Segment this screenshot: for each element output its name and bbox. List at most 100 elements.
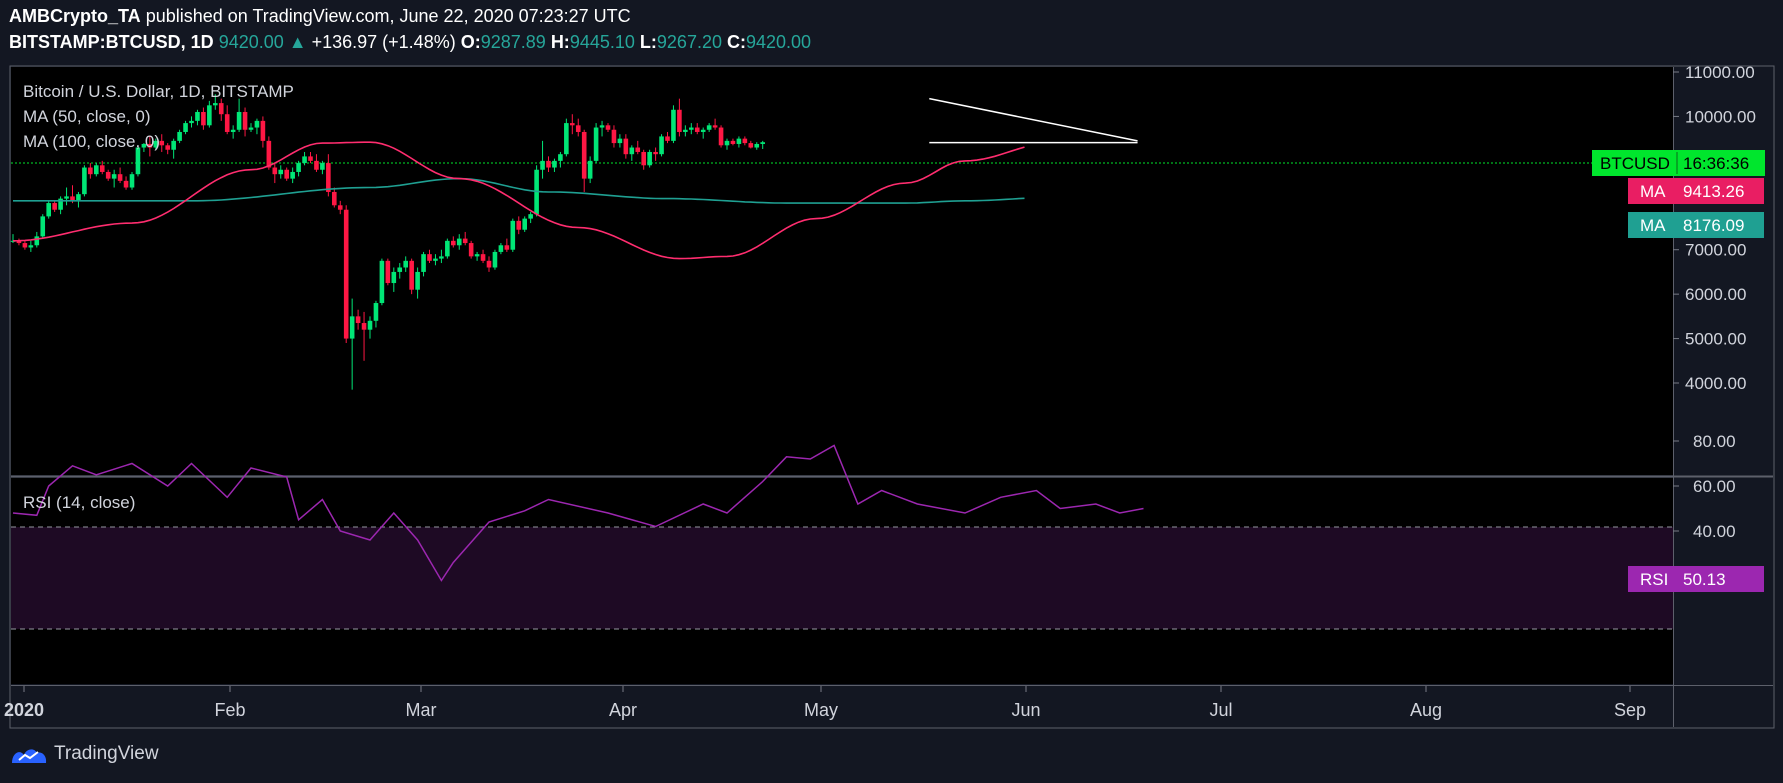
- candle: [689, 123, 694, 135]
- rsi-badge-value: 50.13: [1683, 570, 1726, 589]
- candle: [58, 196, 63, 215]
- candle: [653, 147, 658, 161]
- candle: [552, 158, 557, 172]
- candle-body: [94, 165, 99, 175]
- candle: [694, 123, 700, 135]
- candle: [403, 256, 408, 272]
- candle: [629, 145, 635, 161]
- candle: [742, 136, 748, 146]
- candle: [415, 267, 420, 299]
- candle-body: [332, 191, 337, 206]
- price-tick-label: 6000.00: [1685, 285, 1746, 304]
- candle-body: [581, 131, 587, 179]
- candle: [52, 200, 57, 212]
- candle-body: [700, 129, 706, 132]
- candle: [760, 140, 765, 149]
- candle-body: [165, 145, 170, 150]
- candle: [64, 187, 69, 206]
- candle: [492, 249, 498, 270]
- candle: [498, 243, 504, 255]
- candle-body: [611, 129, 617, 144]
- candle-body: [34, 236, 40, 246]
- candle: [647, 149, 652, 168]
- time-tick-label: Jul: [1209, 700, 1232, 720]
- ma50-line: [12, 141, 1025, 260]
- candle: [141, 143, 147, 152]
- candle-body: [52, 203, 57, 210]
- time-axis-ticks[interactable]: 2020 Feb Mar Apr May Jun Jul Aug Sep: [4, 686, 1646, 720]
- candle-body: [367, 320, 373, 330]
- price-axis-ticks[interactable]: 11000.00 10000.00 7000.00 6000.00 5000.00 400…: [1673, 63, 1756, 393]
- candle: [528, 211, 533, 224]
- candle-body: [712, 125, 718, 128]
- candle-body: [718, 127, 724, 146]
- candle: [611, 125, 617, 148]
- candle-body: [504, 245, 510, 250]
- candle-body: [724, 140, 730, 146]
- candle-body: [421, 254, 426, 272]
- candle-body: [117, 174, 123, 181]
- candle-body: [207, 105, 212, 126]
- candle: [367, 316, 373, 339]
- candle: [111, 169, 117, 188]
- candle-body: [129, 174, 135, 188]
- candle: [159, 134, 165, 152]
- ma50-badge-label: MA: [1640, 182, 1666, 201]
- candle: [700, 127, 706, 139]
- candle-body: [516, 220, 522, 230]
- candle: [540, 140, 545, 179]
- candle-body: [564, 123, 569, 155]
- candle: [641, 149, 646, 170]
- candle-body: [427, 254, 432, 261]
- chart-frame: [9, 65, 1775, 729]
- candle: [421, 251, 426, 277]
- chart-title: Bitcoin / U.S. Dollar, 1D, BITSTAMP: [23, 82, 294, 101]
- ma50-badge: MA 9413.26: [1628, 178, 1764, 204]
- candle: [135, 145, 141, 177]
- price-tick-label: 11000.00: [1685, 63, 1755, 82]
- rsi-legend[interactable]: RSI (14, close): [23, 493, 135, 512]
- price-tick-label: 5000.00: [1685, 330, 1746, 349]
- candle-body: [135, 147, 141, 175]
- candle-body: [111, 174, 117, 179]
- open-label: O:: [460, 32, 481, 52]
- candle: [242, 107, 248, 137]
- candle-body: [171, 140, 176, 150]
- rsi-tick-label: 60.00: [1693, 477, 1736, 496]
- candle-body: [480, 254, 486, 261]
- ma100-legend[interactable]: MA (100, close, 0): [23, 132, 160, 151]
- candle-body: [230, 129, 236, 132]
- candle: [129, 171, 135, 190]
- price-tick-label: 10000.00: [1685, 107, 1756, 126]
- author-name[interactable]: AMBCrypto_TA: [9, 6, 141, 26]
- candle-body: [391, 271, 397, 284]
- candle-body: [248, 127, 254, 130]
- candle: [272, 163, 278, 184]
- candle-body: [254, 120, 260, 128]
- candle: [718, 125, 724, 148]
- candle: [171, 138, 176, 159]
- trendline-upper[interactable]: [929, 97, 1138, 142]
- candle: [302, 151, 307, 166]
- candle: [76, 191, 81, 208]
- candle-body: [242, 111, 248, 130]
- candle-body: [373, 303, 379, 321]
- candle-body: [290, 171, 295, 179]
- candle-body: [451, 240, 456, 246]
- tradingview-footer[interactable]: TradingView: [10, 743, 159, 765]
- candle: [397, 263, 403, 279]
- candle-body: [403, 260, 408, 268]
- candle-body: [320, 163, 325, 170]
- candle: [189, 116, 194, 128]
- close-label: C:: [727, 32, 746, 52]
- candle-body: [82, 167, 87, 195]
- candle-body: [314, 160, 319, 170]
- ohlc-line: BITSTAMP:BTCUSD, 1D 9420.00 ▲ +136.97 (+…: [9, 32, 811, 53]
- price-pane[interactable]: [11, 67, 1673, 475]
- candle: [218, 98, 224, 121]
- low-label: L:: [639, 32, 657, 52]
- candle-body: [736, 138, 742, 144]
- ma50-legend[interactable]: MA (50, close, 0): [23, 107, 151, 126]
